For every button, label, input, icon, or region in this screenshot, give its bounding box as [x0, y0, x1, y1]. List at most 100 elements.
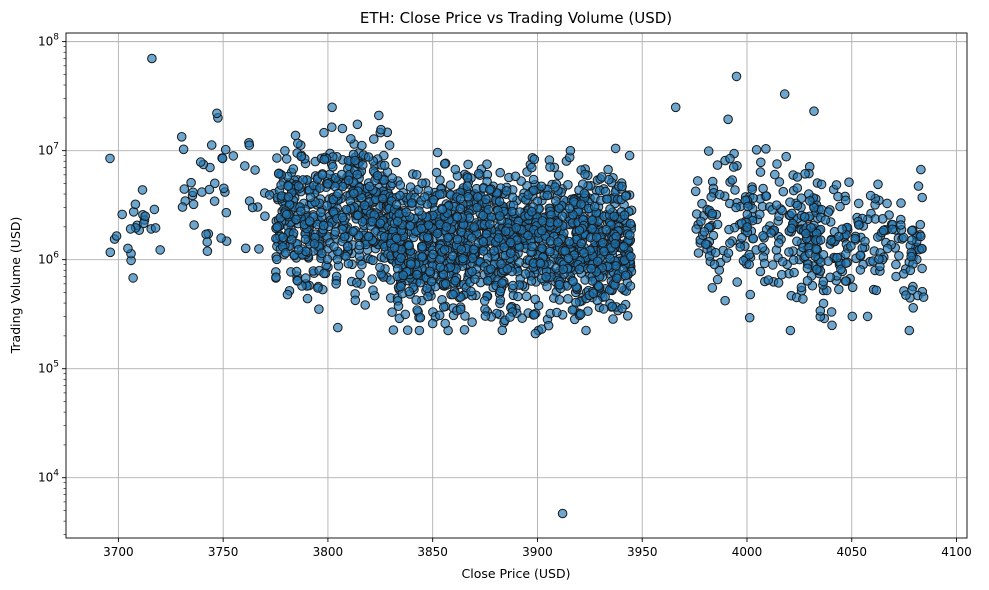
x-tick-label: 3750: [208, 545, 239, 559]
data-point: [402, 325, 413, 336]
data-point: [280, 248, 291, 258]
data-point: [600, 186, 611, 197]
data-point: [202, 246, 213, 256]
data-point: [501, 226, 511, 236]
data-point: [706, 192, 717, 202]
data-point: [670, 102, 681, 113]
data-point: [777, 256, 788, 267]
data-point: [204, 184, 215, 195]
data-point: [565, 145, 576, 156]
data-point: [785, 325, 796, 336]
data-point: [459, 325, 470, 335]
data-point: [789, 267, 799, 278]
data-point: [622, 311, 633, 321]
data-point: [221, 207, 232, 218]
data-point: [452, 234, 463, 245]
data-point: [692, 176, 703, 186]
data-point: [469, 244, 479, 255]
data-point: [495, 211, 505, 221]
data-point: [558, 264, 569, 275]
data-point: [123, 243, 133, 254]
data-point: [483, 204, 494, 215]
data-point: [626, 251, 636, 262]
data-point: [617, 181, 627, 192]
data-point: [508, 280, 518, 291]
data-point: [389, 242, 400, 253]
data-point: [744, 249, 755, 260]
data-point: [411, 170, 422, 180]
data-point: [314, 304, 324, 315]
data-point: [296, 151, 307, 162]
data-point: [610, 239, 621, 249]
y-tick-label: 107: [38, 142, 59, 158]
data-point: [319, 154, 330, 165]
data-point: [742, 222, 753, 232]
data-point: [877, 214, 888, 224]
data-point: [355, 269, 365, 280]
data-point: [853, 220, 864, 230]
data-point: [607, 301, 618, 312]
data-point: [437, 204, 448, 215]
data-point: [802, 276, 813, 286]
data-point: [282, 289, 293, 300]
data-point: [818, 276, 829, 287]
data-point: [349, 188, 359, 199]
data-point: [709, 259, 720, 270]
data-point: [342, 241, 353, 252]
data-point: [288, 164, 299, 174]
data-point: [149, 204, 160, 215]
data-point: [529, 309, 540, 320]
data-point: [812, 264, 822, 275]
data-point: [392, 216, 403, 227]
data-point: [878, 225, 889, 236]
data-point: [811, 244, 821, 254]
data-point: [439, 244, 450, 255]
data-point: [250, 165, 260, 175]
data-point: [855, 265, 866, 275]
data-point: [865, 190, 876, 201]
data-point: [748, 233, 759, 244]
data-point: [293, 138, 303, 149]
data-point: [786, 223, 797, 234]
data-point: [431, 167, 442, 178]
data-point: [485, 219, 495, 229]
data-point: [217, 153, 228, 164]
data-point: [398, 270, 409, 281]
data-point: [273, 168, 284, 179]
data-point: [917, 192, 928, 203]
data-point: [755, 266, 766, 277]
data-point: [574, 225, 585, 236]
data-point: [844, 177, 854, 187]
data-point: [401, 207, 411, 218]
data-point: [506, 248, 516, 258]
data-point: [352, 278, 362, 288]
data-point: [745, 289, 756, 300]
data-point: [574, 264, 585, 275]
data-point: [501, 186, 512, 196]
y-tick-label: 108: [38, 33, 59, 49]
data-point: [416, 223, 427, 234]
data-point: [467, 253, 478, 264]
data-point: [840, 195, 851, 206]
data-point: [727, 175, 738, 185]
data-point: [469, 222, 480, 232]
data-point: [359, 200, 370, 211]
data-point: [571, 297, 581, 308]
data-point: [375, 262, 385, 273]
data-point: [908, 303, 919, 313]
x-tick-label: 4000: [732, 545, 763, 559]
data-point: [404, 286, 415, 297]
data-point: [189, 220, 199, 230]
data-point: [744, 259, 755, 270]
data-point: [898, 232, 909, 243]
data-point: [439, 159, 450, 169]
data-point: [482, 276, 493, 286]
data-point: [438, 302, 449, 312]
data-point: [820, 215, 831, 225]
data-point: [697, 198, 707, 209]
data-point: [478, 236, 489, 247]
data-point: [479, 296, 490, 306]
data-point: [150, 223, 161, 233]
data-point: [405, 221, 416, 231]
data-point: [426, 276, 437, 287]
